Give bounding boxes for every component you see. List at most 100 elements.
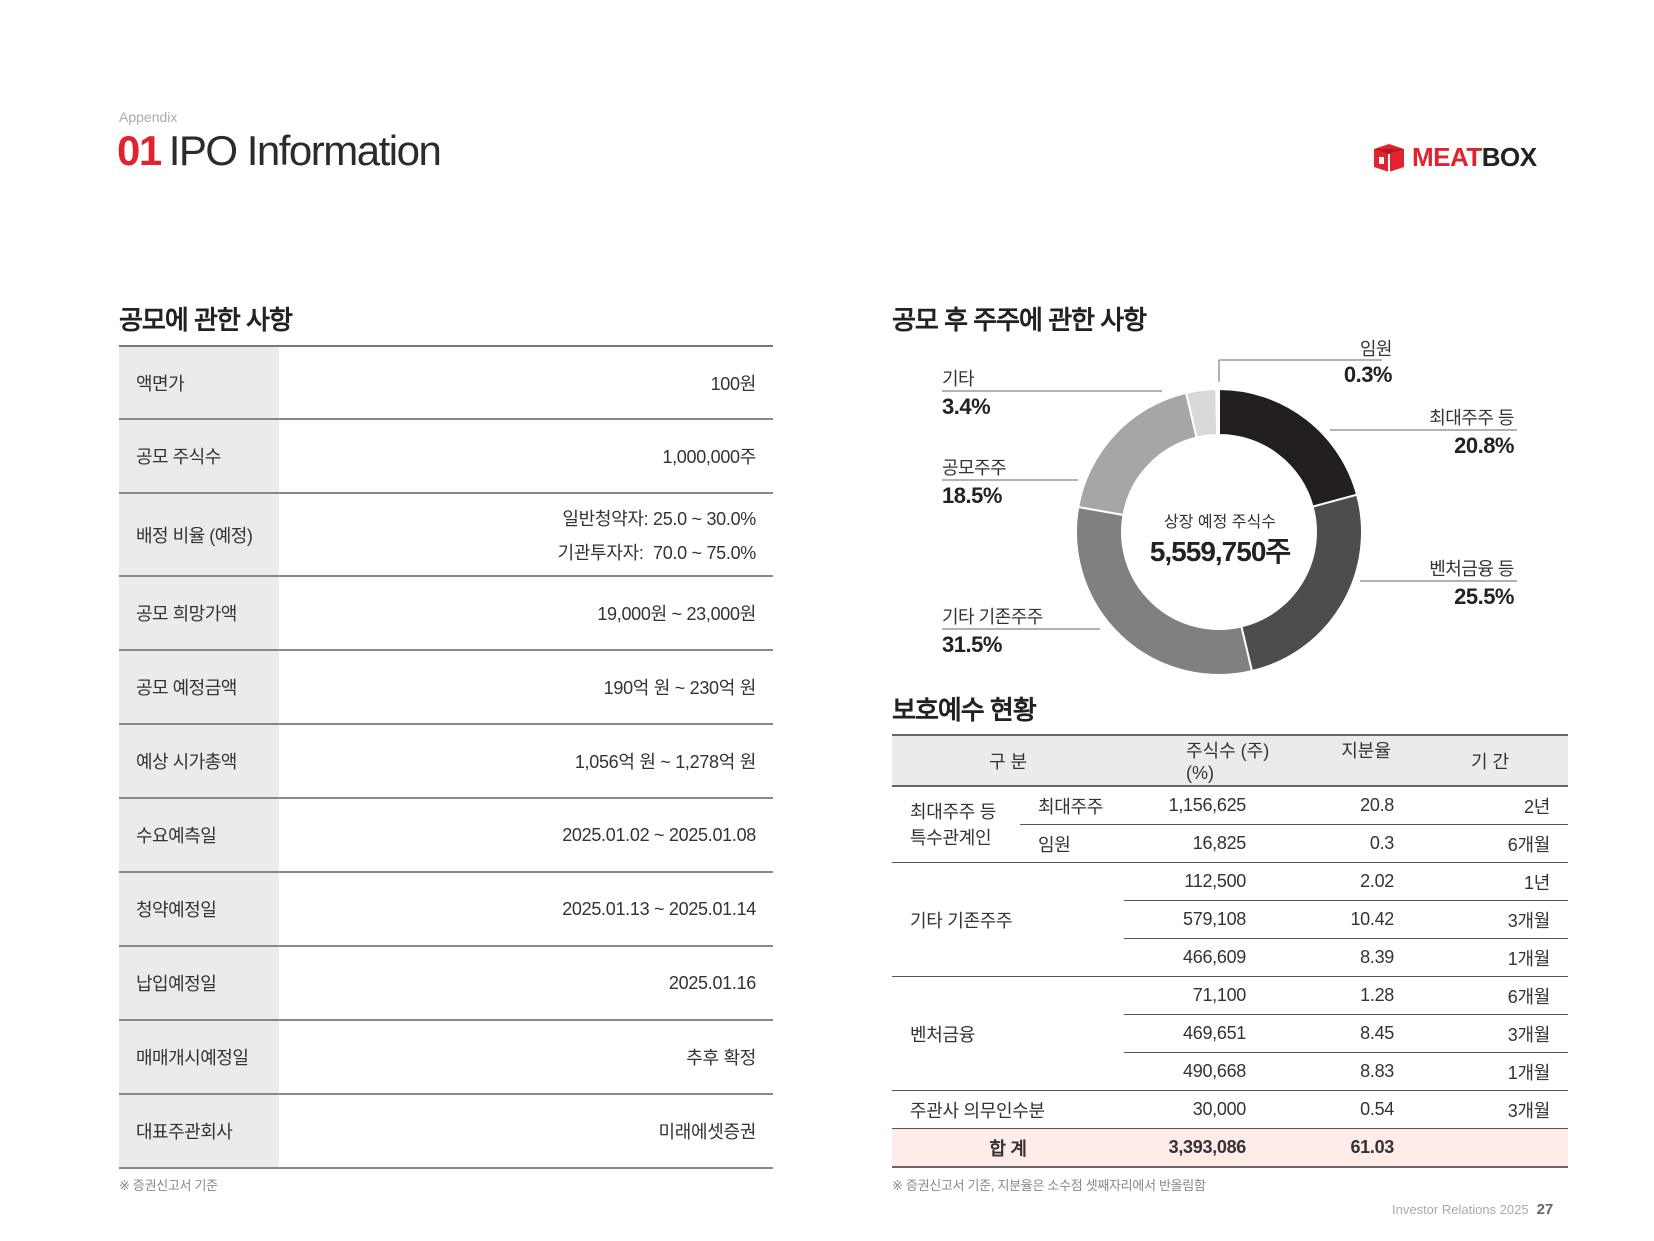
info-label: 공모 주식수 (119, 420, 279, 492)
shares-cell: 71,100 (1124, 976, 1264, 1015)
info-value: 2025.01.13 ~ 2025.01.14 (279, 873, 773, 945)
info-value-text: 2025.01.02 ~ 2025.01.08 (562, 824, 756, 845)
info-row: 배정 비율 (예정) 일반청약자: 25.0 ~ 30.0% 기관투자자: 70.0… (119, 494, 773, 577)
label-existing: 기타 기존주주 (942, 607, 1043, 627)
donut-center-label: 상장 예정 주식수 (1164, 514, 1276, 531)
shareholder-donut-chart (942, 359, 1517, 676)
table-row: 임원 16,825 0.3 6개월 (892, 824, 1569, 863)
offering-section-title: 공모에 관한 사항 (119, 305, 293, 335)
header-ratio: 지분율 (%) (1186, 741, 1391, 783)
shares-cell: 112,500 (1124, 862, 1264, 901)
period-cell: 3개월 (1412, 1090, 1569, 1129)
info-value-text: 일반청약자: 25.0 ~ 30.0% (562, 508, 756, 529)
table-row: 벤처금융 71,100 1.28 6개월 (892, 976, 1569, 1091)
period-cell: 2년 (1412, 786, 1569, 825)
info-value-text: 미래에셋증권 (658, 1122, 756, 1142)
info-value: 미래에셋증권 (279, 1095, 773, 1167)
ratio-cell: 1.28 (1264, 976, 1413, 1015)
table-row: 466,609 8.39 1개월 (892, 938, 1569, 977)
ratio-cell: 8.45 (1264, 1014, 1413, 1053)
info-value: 추후 확정 (279, 1021, 773, 1093)
footer: Investor Relations 2025 27 (1392, 1201, 1553, 1218)
ratio-cell: 20.8 (1264, 786, 1413, 825)
footer-text: Investor Relations 2025 (1392, 1202, 1529, 1217)
offering-table: 액면가 100원 공모 주식수 1,000,000주 배정 비율 (예정) 일반청약자: … (119, 345, 773, 1169)
info-row: 공모 희망가액 19,000원 ~ 23,000원 (119, 577, 773, 651)
pct-existing: 31.5% (942, 632, 1002, 657)
pct-public: 18.5% (942, 483, 1002, 508)
info-value: 1,000,000주 (279, 420, 773, 492)
info-value-text: 추후 확정 (686, 1048, 756, 1068)
donut-center-value: 5,559,750주 (1149, 536, 1291, 567)
info-label: 공모 예정금액 (119, 651, 279, 723)
pct-officer: 0.3% (1343, 362, 1393, 387)
info-row: 납입예정일 2025.01.16 (119, 947, 773, 1021)
info-label: 예상 시가총액 (119, 725, 279, 797)
info-value-text: 2025.01.13 ~ 2025.01.14 (562, 898, 756, 919)
title-text: IPO Information (168, 127, 442, 174)
group4-label: 주관사 의무인수분 (892, 1090, 1124, 1129)
info-row: 액면가 100원 (119, 347, 773, 420)
info-label: 공모 희망가액 (119, 577, 279, 649)
info-value-text-2: 기관투자자: 70.0 ~ 75.0% (557, 542, 757, 563)
ratio-cell: 0.3 (1264, 824, 1413, 863)
group3-label: 벤처금융 (892, 976, 1124, 1091)
group1-sub: 최대주주 (1020, 786, 1124, 825)
shares-cell: 16,825 (1124, 824, 1264, 863)
info-value-text: 2025.01.16 (668, 972, 756, 993)
ratio-cell: 2.02 (1264, 862, 1413, 901)
period-cell: 1년 (1412, 862, 1569, 901)
info-row: 대표주관회사 미래에셋증권 (119, 1095, 773, 1169)
table-row: 주관사 의무인수분 30,000 0.54 3개월 (892, 1090, 1569, 1129)
group1-sub: 임원 (1020, 824, 1124, 863)
logo-meat-text: MEAT (1412, 142, 1482, 172)
total-period (1412, 1128, 1569, 1168)
period-cell: 1개월 (1412, 1052, 1569, 1091)
label-venture: 벤처금융 등 (1429, 559, 1514, 579)
info-label: 대표주관회사 (119, 1095, 279, 1167)
pct-venture: 25.5% (1454, 584, 1514, 609)
table-row: 579,108 10.42 3개월 (892, 900, 1569, 939)
info-value-text: 19,000원 ~ 23,000원 (597, 604, 756, 624)
period-cell: 6개월 (1412, 824, 1569, 863)
shares-cell: 466,609 (1124, 938, 1264, 977)
box-logo-icon (1374, 143, 1404, 172)
info-value: 일반청약자: 25.0 ~ 30.0% 기관투자자: 70.0 ~ 75.0% (279, 494, 773, 575)
donut-slice-2 (1075, 505, 1254, 676)
period-cell: 3개월 (1412, 1014, 1569, 1053)
info-label: 배정 비율 (예정) (119, 494, 279, 575)
lockup-table: 구 분 주식수 (주) 지분율 (%) 기 간 최대주주 등 특수관계인 최대주주 … (892, 734, 1569, 1168)
info-label: 액면가 (119, 347, 279, 418)
offering-note: ※ 증권신고서 기준 (119, 1178, 218, 1193)
logo-box-text: BOX (1481, 142, 1537, 172)
appendix-label: Appendix (119, 109, 178, 125)
group1-label: 최대주주 등 특수관계인 (892, 786, 1020, 863)
table-row: 469,651 8.45 3개월 (892, 1014, 1569, 1053)
pct-largest: 20.8% (1454, 433, 1514, 458)
shares-cell: 469,651 (1124, 1014, 1264, 1053)
title-number: 01 (117, 127, 162, 174)
label-other: 기타 (942, 369, 975, 389)
header-period: 기 간 (1412, 734, 1569, 787)
table-row: 기타 기존주주 112,500 2.02 1년 (892, 862, 1569, 977)
info-value: 1,056억 원 ~ 1,278억 원 (279, 725, 773, 797)
ratio-cell: 8.39 (1264, 938, 1413, 977)
total-row: 합 계 3,393,086 61.03 (892, 1128, 1569, 1168)
shares-cell: 30,000 (1124, 1090, 1264, 1129)
info-label: 수요예측일 (119, 799, 279, 871)
info-row: 공모 예정금액 190억 원 ~ 230억 원 (119, 651, 773, 725)
shares-cell: 579,108 (1124, 900, 1264, 939)
shares-cell: 490,668 (1124, 1052, 1264, 1091)
total-label: 합 계 (892, 1128, 1124, 1168)
info-value: 2025.01.16 (279, 947, 773, 1019)
info-value-text: 100원 (710, 373, 757, 394)
label-largest: 최대주주 등 (1429, 408, 1514, 428)
lockup-section-title: 보호예수 현황 (892, 695, 1037, 725)
ratio-cell: 10.42 (1264, 900, 1413, 939)
shareholders-section-title: 공모 후 주주에 관한 사항 (892, 305, 1147, 335)
donut-slice-5 (1215, 387, 1220, 437)
pct-other: 3.4% (942, 394, 991, 419)
ratio-cell: 0.54 (1264, 1090, 1413, 1129)
ratio-cell: 8.83 (1264, 1052, 1413, 1091)
info-value-text: 190억 원 ~ 230억 원 (603, 678, 757, 698)
